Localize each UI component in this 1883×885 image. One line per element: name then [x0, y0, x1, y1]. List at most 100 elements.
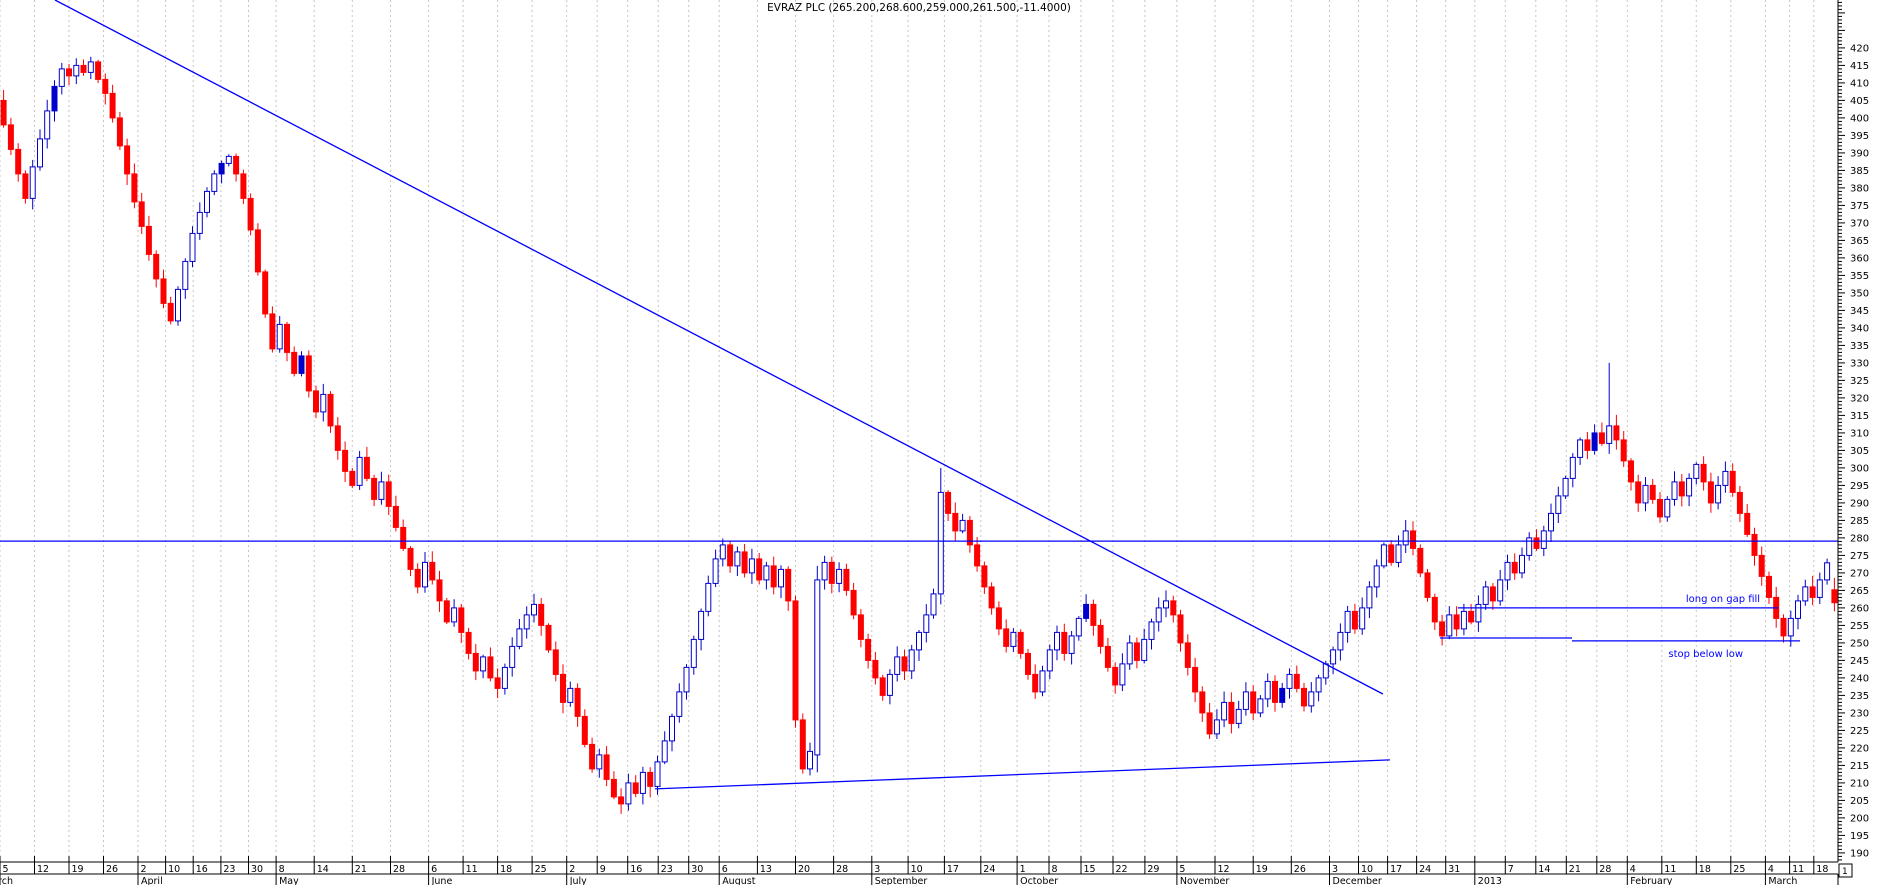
svg-text:395: 395 — [1850, 131, 1869, 142]
svg-text:230: 230 — [1850, 708, 1869, 719]
svg-text:October: October — [1020, 876, 1058, 885]
svg-text:380: 380 — [1850, 183, 1869, 194]
svg-text:285: 285 — [1850, 516, 1869, 527]
svg-text:1: 1 — [1842, 867, 1848, 877]
svg-text:260: 260 — [1850, 603, 1869, 614]
svg-text:8: 8 — [279, 864, 285, 875]
svg-text:290: 290 — [1850, 498, 1869, 509]
svg-text:330: 330 — [1850, 358, 1869, 369]
svg-text:1: 1 — [1020, 864, 1026, 875]
svg-text:23: 23 — [661, 864, 673, 875]
svg-text:July: July — [569, 876, 587, 885]
date-axis: 5 12 19 26 2 10 16 23 30 8 14 21 28 6 11 18 25 2 9 16 23 30 6 1… — [0, 856, 1839, 885]
svg-text:310: 310 — [1850, 428, 1869, 439]
svg-text:16: 16 — [630, 864, 642, 875]
svg-text:255: 255 — [1850, 621, 1869, 632]
svg-text:17: 17 — [1390, 864, 1402, 875]
svg-text:300: 300 — [1850, 463, 1869, 474]
svg-text:340: 340 — [1850, 323, 1869, 334]
svg-text:400: 400 — [1850, 113, 1869, 124]
svg-text:29: 29 — [1147, 864, 1159, 875]
svg-text:370: 370 — [1850, 218, 1869, 229]
svg-text:12: 12 — [37, 864, 49, 875]
svg-text:20: 20 — [798, 864, 810, 875]
svg-text:280: 280 — [1850, 533, 1869, 544]
svg-text:365: 365 — [1850, 236, 1869, 247]
svg-text:April: April — [141, 876, 163, 885]
svg-text:21: 21 — [355, 864, 367, 875]
svg-text:5: 5 — [1179, 864, 1185, 875]
svg-text:410: 410 — [1850, 78, 1869, 89]
svg-text:10: 10 — [1361, 864, 1373, 875]
svg-text:6: 6 — [431, 864, 437, 875]
svg-text:415: 415 — [1850, 61, 1869, 72]
svg-text:28: 28 — [836, 864, 848, 875]
svg-text:30: 30 — [691, 864, 703, 875]
svg-text:August: August — [722, 876, 756, 885]
svg-text:25: 25 — [535, 864, 547, 875]
svg-text:250: 250 — [1850, 638, 1869, 649]
svg-text:18: 18 — [500, 864, 512, 875]
svg-text:15: 15 — [1084, 864, 1096, 875]
svg-text:6: 6 — [722, 864, 728, 875]
svg-text:375: 375 — [1850, 201, 1869, 212]
svg-text:10: 10 — [911, 864, 923, 875]
svg-text:25: 25 — [1733, 864, 1745, 875]
svg-text:5: 5 — [3, 864, 9, 875]
svg-text:22: 22 — [1116, 864, 1128, 875]
svg-text:24: 24 — [983, 864, 995, 875]
svg-text:2: 2 — [569, 864, 575, 875]
svg-text:245: 245 — [1850, 656, 1869, 667]
svg-text:210: 210 — [1850, 778, 1869, 789]
svg-text:295: 295 — [1850, 481, 1869, 492]
svg-text:385: 385 — [1850, 166, 1869, 177]
svg-text:23: 23 — [223, 864, 235, 875]
svg-text:200: 200 — [1850, 813, 1869, 824]
svg-text:390: 390 — [1850, 148, 1869, 159]
svg-text:24: 24 — [1419, 864, 1431, 875]
price-axis: 190 195 200 205 210 215 220 225 230 235 240 245 250 2… — [1837, 0, 1869, 878]
svg-text:205: 205 — [1850, 796, 1869, 807]
svg-text:305: 305 — [1850, 446, 1869, 457]
svg-text:7: 7 — [1508, 864, 1514, 875]
svg-text:11: 11 — [1664, 864, 1676, 875]
svg-text:September: September — [875, 876, 928, 885]
candles-layer — [0, 56, 1838, 814]
svg-text:225: 225 — [1850, 726, 1869, 737]
annotations-layer: long on gap fill stop below low — [0, 0, 1838, 790]
svg-text:14: 14 — [1538, 864, 1550, 875]
svg-text:17: 17 — [947, 864, 959, 875]
svg-text:195: 195 — [1850, 831, 1869, 842]
svg-text:28: 28 — [393, 864, 405, 875]
svg-text:270: 270 — [1850, 568, 1869, 579]
svg-text:4: 4 — [1768, 864, 1774, 875]
gap-fill-label: long on gap fill — [1686, 594, 1760, 605]
svg-text:240: 240 — [1850, 673, 1869, 684]
svg-text:235: 235 — [1850, 691, 1869, 702]
svg-text:14: 14 — [317, 864, 329, 875]
chart-title: EVRAZ PLC (265.200,268.600,259.000,261.5… — [767, 2, 1071, 14]
svg-text:18: 18 — [1699, 864, 1711, 875]
svg-text:345: 345 — [1850, 306, 1869, 317]
svg-text:18: 18 — [1816, 864, 1828, 875]
svg-text:28: 28 — [1599, 864, 1611, 875]
svg-text:11: 11 — [1792, 864, 1804, 875]
svg-text:350: 350 — [1850, 288, 1869, 299]
svg-text:405: 405 — [1850, 96, 1869, 107]
svg-text:March: March — [1768, 876, 1797, 885]
svg-text:13: 13 — [760, 864, 772, 875]
svg-text:10: 10 — [168, 864, 180, 875]
svg-text:360: 360 — [1850, 253, 1869, 264]
svg-text:4: 4 — [1630, 864, 1636, 875]
stop-label: stop below low — [1668, 649, 1743, 660]
svg-text:9: 9 — [600, 864, 606, 875]
svg-text:315: 315 — [1850, 411, 1869, 422]
svg-text:February: February — [1630, 876, 1672, 885]
svg-text:16: 16 — [196, 864, 208, 875]
svg-text:2013: 2013 — [1478, 876, 1502, 885]
svg-text:2: 2 — [141, 864, 147, 875]
svg-text:26: 26 — [1294, 864, 1306, 875]
svg-text:3: 3 — [1332, 864, 1338, 875]
